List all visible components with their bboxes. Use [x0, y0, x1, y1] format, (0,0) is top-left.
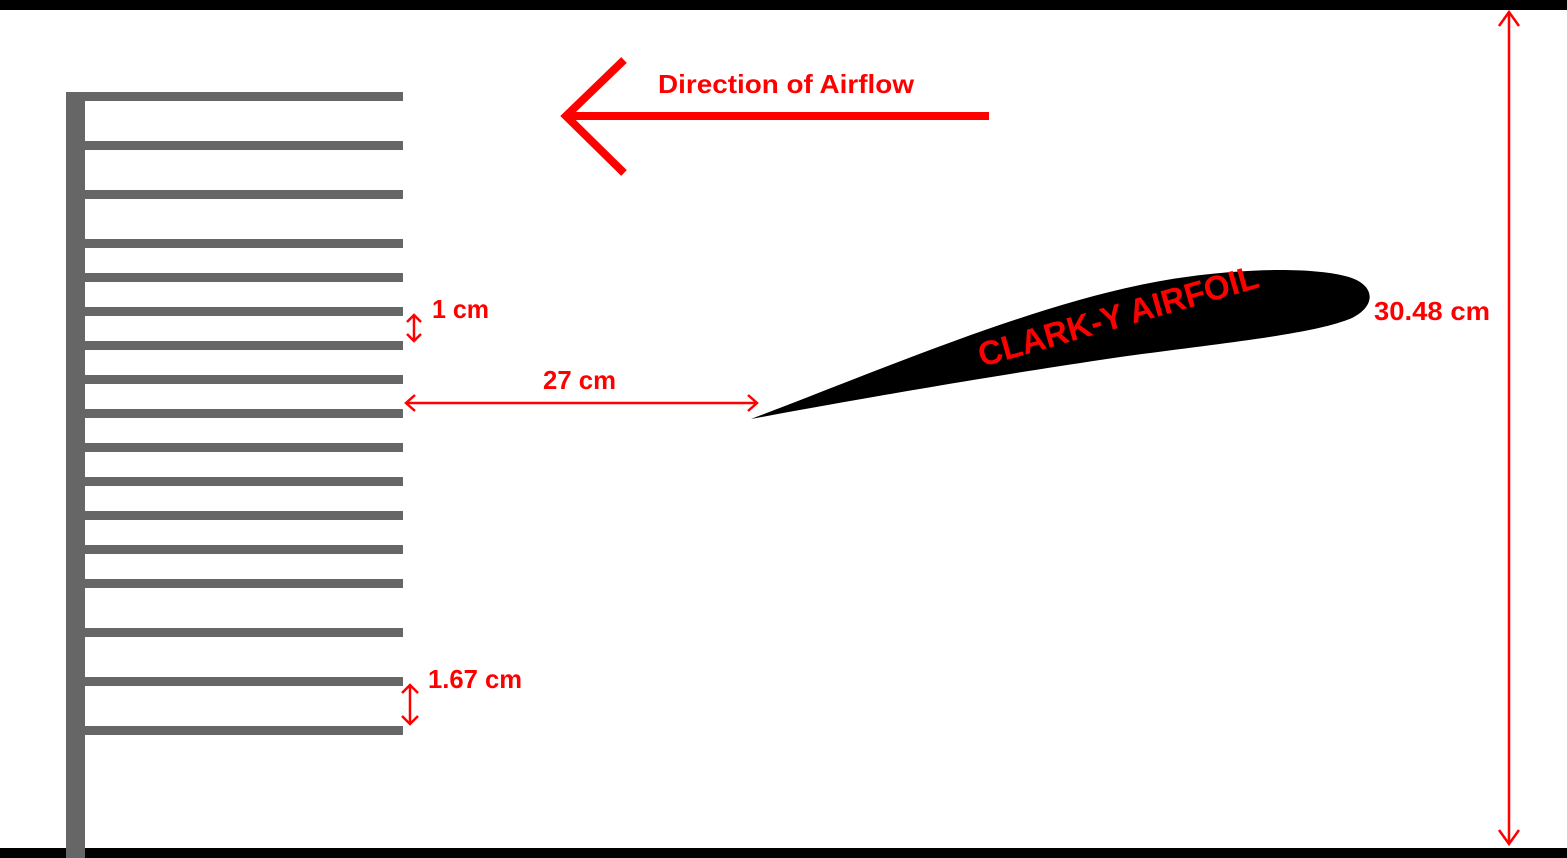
airflow-label: Direction of Airflow — [658, 69, 915, 99]
height-label: 30.48 cm — [1374, 296, 1490, 326]
comb-tine — [66, 273, 403, 282]
comb-tine — [66, 409, 403, 418]
comb-tine — [66, 443, 403, 452]
top-border — [0, 0, 1567, 10]
comb-tine — [66, 545, 403, 554]
spacing-large-label: 1.67 cm — [428, 664, 522, 694]
comb-tine — [66, 477, 403, 486]
comb-tine — [66, 677, 403, 686]
comb-tine — [66, 307, 403, 316]
spacing-small-label: 1 cm — [432, 294, 489, 324]
distance-marker — [404, 394, 759, 412]
airflow-arrow-head — [560, 57, 627, 176]
rake-comb — [66, 92, 403, 858]
comb-tine — [66, 375, 403, 384]
comb-tine — [66, 190, 403, 199]
airflow-arrow — [560, 57, 989, 176]
spacing-large-marker — [401, 683, 419, 726]
distance-label: 27 cm — [543, 365, 616, 395]
comb-spine — [66, 92, 85, 858]
comb-tine — [66, 726, 403, 735]
comb-tine — [66, 579, 403, 588]
height-marker — [1497, 9, 1521, 847]
clark-y-airfoil — [751, 270, 1370, 419]
comb-tine — [66, 511, 403, 520]
bottom-border — [0, 848, 1567, 858]
comb-tine — [66, 141, 403, 150]
comb-tine — [66, 92, 403, 101]
comb-tine — [66, 628, 403, 637]
spacing-small-marker — [406, 313, 422, 343]
comb-tine — [66, 341, 403, 350]
comb-tine — [66, 239, 403, 248]
